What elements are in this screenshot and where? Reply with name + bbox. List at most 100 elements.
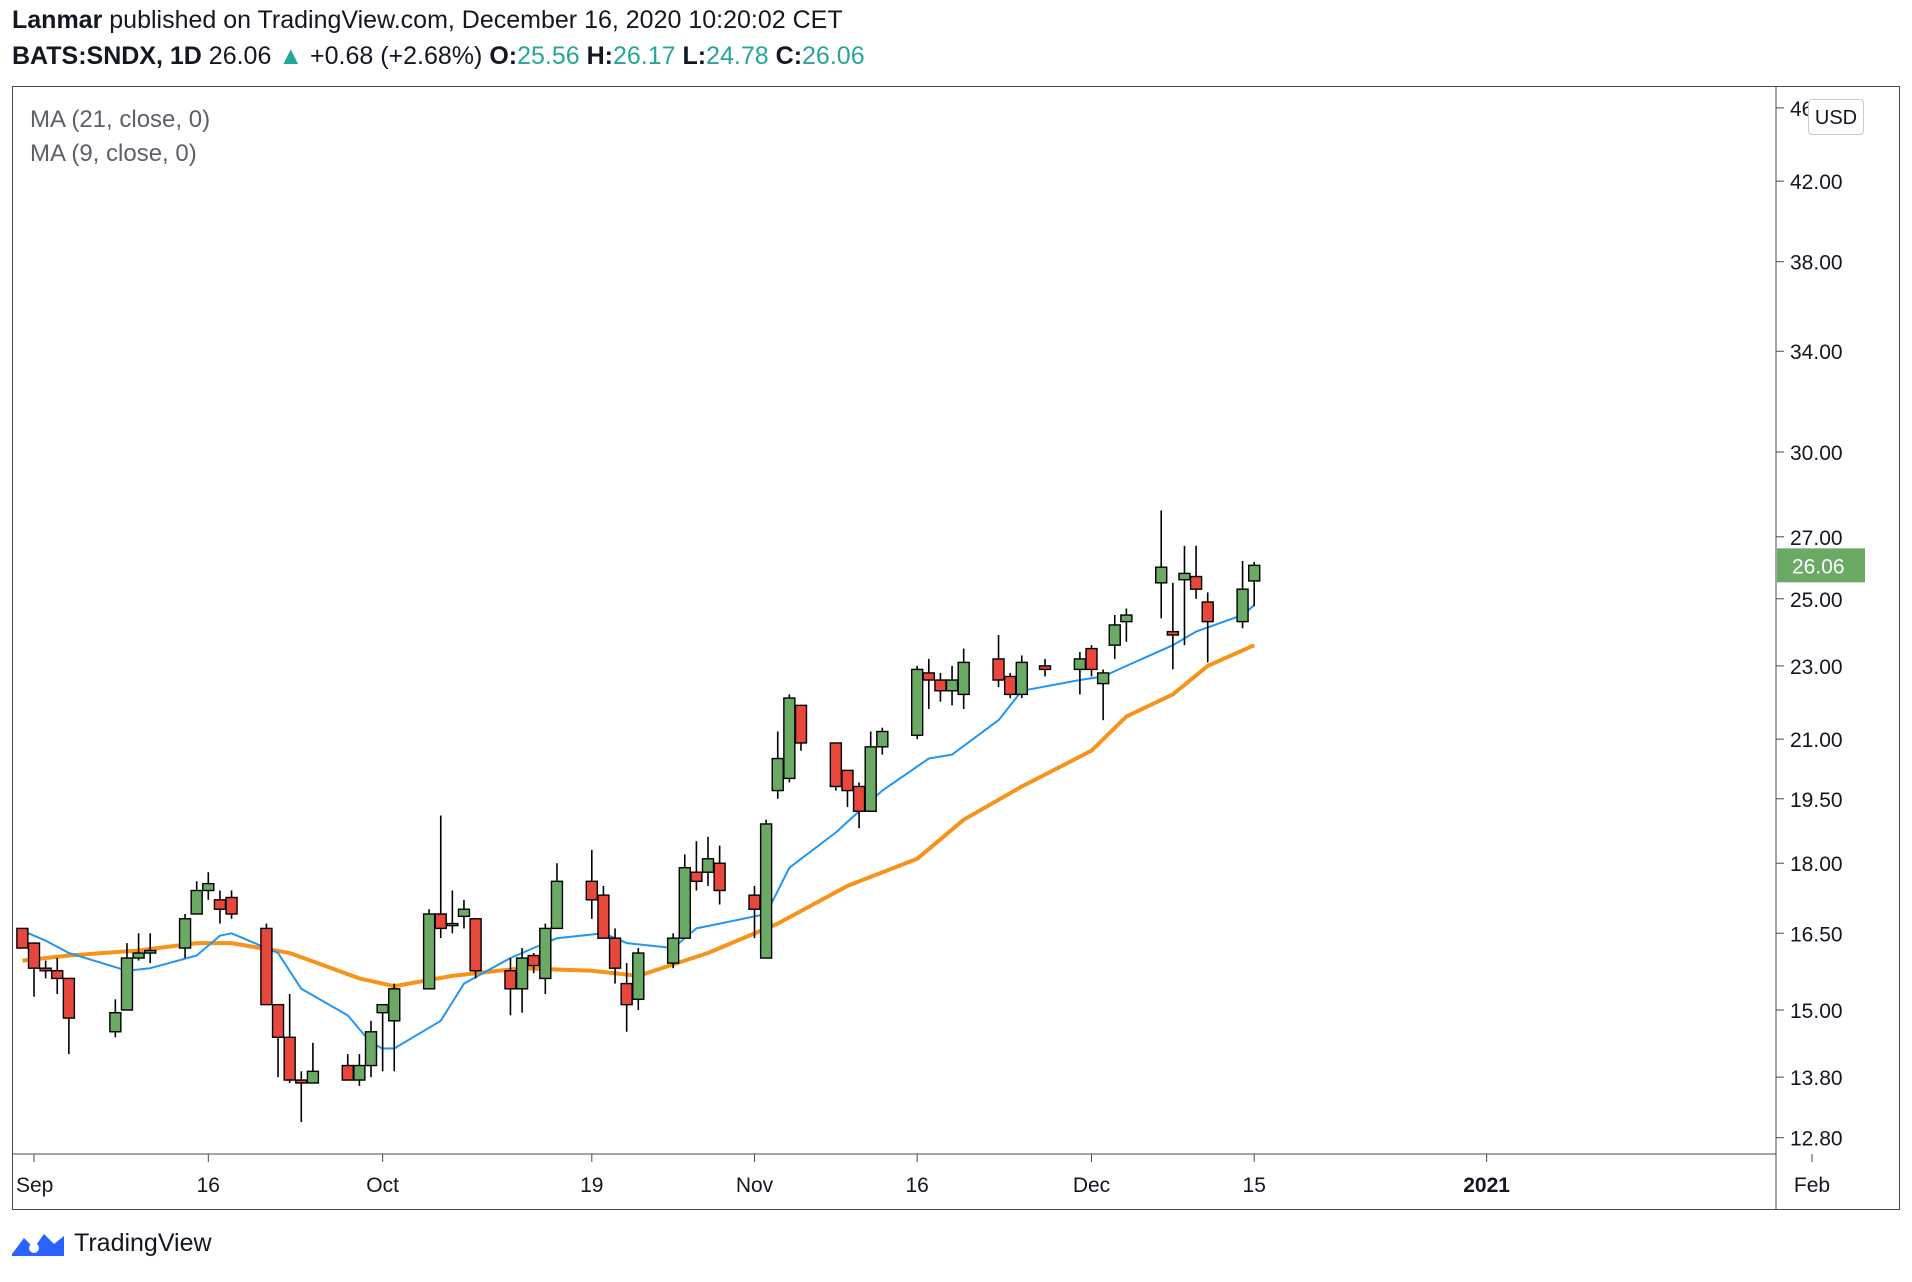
author-name: Lanmar: [12, 6, 103, 34]
y-tick-label: 25.00: [1790, 589, 1843, 612]
legend-ma21[interactable]: MA (21, close, 0): [30, 106, 211, 133]
y-tick-label: 30.00: [1790, 442, 1843, 465]
candle-up: [376, 1003, 389, 1014]
y-tick-label: 13.80: [1790, 1067, 1843, 1090]
candle-down: [1201, 601, 1214, 623]
candle-up: [1178, 572, 1191, 581]
candle-up: [783, 697, 796, 780]
candle-down: [260, 927, 273, 1006]
x-tick-label: Dec: [1073, 1174, 1110, 1197]
candle-down: [1166, 630, 1180, 636]
candle-down: [213, 899, 227, 910]
y-tick-label: 23.00: [1790, 656, 1843, 679]
candle-down: [713, 862, 726, 892]
candle-down: [62, 977, 76, 1019]
candle-down: [794, 704, 808, 744]
candle-up: [957, 661, 970, 696]
candle-down: [504, 970, 517, 990]
high-value: 26.17: [613, 42, 676, 70]
candle-down: [225, 896, 238, 915]
candle-up: [910, 668, 924, 737]
open-label: O:: [489, 42, 518, 70]
last-price-badge: [1777, 548, 1865, 583]
x-tick-label: Sep: [16, 1174, 53, 1197]
candle-up: [1120, 614, 1133, 623]
candle-down: [1189, 575, 1203, 590]
candle-up: [132, 952, 145, 959]
candle-up: [1015, 661, 1028, 696]
candle-down: [16, 927, 29, 949]
y-tick-label: 21.00: [1790, 729, 1843, 752]
candle-up: [306, 1070, 320, 1084]
x-tick-label: 2021: [1463, 1174, 1510, 1197]
candle-up: [457, 908, 471, 918]
candle-up: [1236, 588, 1249, 623]
candle-down: [527, 954, 540, 967]
candle-up: [144, 949, 157, 954]
candle-up: [632, 952, 645, 1001]
candle-up: [178, 918, 192, 949]
candle-down: [620, 982, 633, 1006]
candle-down: [922, 672, 936, 681]
currency-button[interactable]: USD: [1808, 99, 1864, 135]
candle-down: [841, 769, 854, 792]
candle-up: [388, 988, 401, 1022]
y-tick-label: 12.80: [1790, 1128, 1843, 1151]
candle-down: [1003, 675, 1017, 696]
candle-up: [202, 882, 215, 892]
candle-down: [608, 937, 622, 969]
candle-up: [539, 927, 552, 980]
chart-frame[interactable]: [12, 86, 1900, 1210]
symbol-info: BATS:SNDX, 1D 26.06 ▲ +0.68 (+2.68%) O:2…: [12, 42, 865, 71]
publish-info: Lanmar published on TradingView.com, Dec…: [12, 6, 843, 35]
candle-up: [120, 957, 134, 1011]
high-label: H:: [586, 42, 613, 70]
y-tick-label: 27.00: [1790, 527, 1843, 550]
x-tick-label: Nov: [736, 1174, 774, 1197]
candle-up: [1155, 566, 1168, 584]
candle-down: [585, 880, 599, 901]
y-tick-label: 38.00: [1790, 252, 1843, 275]
candle-up: [515, 957, 529, 990]
candle-down: [469, 918, 482, 972]
x-tick-label: 15: [1243, 1174, 1266, 1197]
candle-up: [190, 889, 203, 915]
candle-up: [550, 880, 564, 930]
y-tick-label: 42.00: [1790, 171, 1843, 194]
close-value: 26.06: [802, 42, 865, 70]
y-tick-label: 18.00: [1790, 853, 1843, 876]
candle-up: [701, 858, 715, 873]
x-tick-label: 19: [580, 1174, 603, 1197]
y-tick-label: 16.50: [1790, 923, 1843, 946]
footer-brand-label: TradingView: [74, 1228, 212, 1257]
candle-up: [1108, 624, 1121, 646]
candle-down: [271, 1003, 285, 1038]
publish-text: published on TradingView.com, December 1…: [109, 6, 843, 34]
candle-up: [446, 922, 459, 927]
low-label: L:: [682, 42, 707, 70]
candle-down: [51, 970, 64, 980]
candle-up: [1247, 564, 1261, 582]
candle-up: [945, 679, 959, 692]
price-change: +0.68 (+2.68%): [310, 42, 483, 70]
candle-up: [759, 823, 773, 959]
candle-up: [864, 746, 877, 812]
last-price: 26.06: [208, 42, 272, 70]
candle-down: [992, 658, 1005, 681]
candle-up: [876, 730, 889, 748]
candle-down: [852, 785, 866, 812]
candle-up: [771, 757, 784, 792]
candle-down: [39, 967, 52, 972]
up-arrow-icon: ▲: [278, 42, 304, 70]
x-tick-label: 16: [906, 1174, 929, 1197]
candle-up: [678, 867, 691, 939]
close-label: C:: [775, 42, 803, 70]
legend-ma9[interactable]: MA (9, close, 0): [30, 140, 197, 167]
candle-down: [748, 894, 761, 910]
candle-down: [27, 942, 41, 969]
footer-brand[interactable]: TradingView: [10, 1228, 212, 1258]
ma21-line: [22, 643, 1256, 989]
candle-down: [1085, 647, 1098, 671]
y-tick-label: 19.50: [1790, 789, 1843, 812]
